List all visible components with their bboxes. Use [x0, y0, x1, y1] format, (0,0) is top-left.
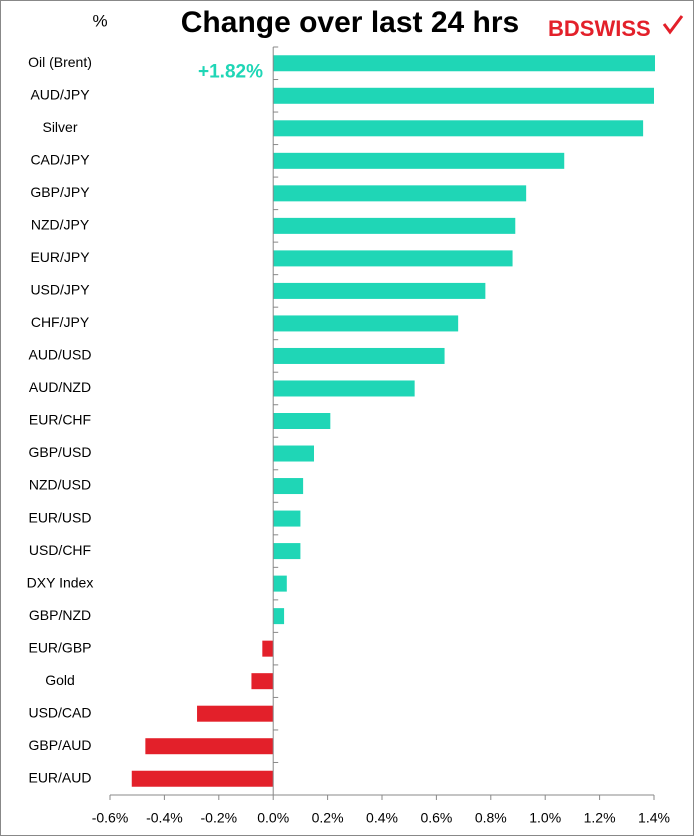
bar — [273, 315, 459, 332]
y-tick-label: GBP/USD — [28, 444, 91, 460]
bar — [273, 347, 445, 364]
bar — [273, 608, 285, 625]
bar — [273, 55, 655, 72]
bar — [273, 380, 415, 397]
x-tick-label: 1.0% — [529, 810, 561, 826]
x-tick-label: 0.0% — [257, 810, 289, 826]
bar — [273, 250, 513, 267]
y-tick-label: USD/CHF — [29, 542, 91, 558]
logo: BDSWISS — [548, 16, 651, 41]
x-tick-label: 0.4% — [366, 810, 398, 826]
y-tick-label: Oil (Brent) — [28, 54, 92, 70]
unit-label: % — [92, 11, 107, 30]
y-tick-label: EUR/GBP — [28, 639, 91, 655]
y-tick-label: CAD/JPY — [30, 152, 90, 168]
bar — [273, 217, 516, 234]
bar — [251, 673, 274, 690]
y-tick-label: EUR/USD — [28, 509, 91, 525]
bar — [273, 120, 644, 137]
y-tick-label: AUD/NZD — [29, 379, 91, 395]
x-tick-label: 1.2% — [584, 810, 616, 826]
x-tick-label: 1.4% — [638, 810, 670, 826]
bar — [273, 413, 331, 429]
bar — [131, 770, 274, 787]
y-tick-label: EUR/CHF — [29, 412, 91, 428]
y-tick-label: EUR/AUD — [28, 769, 91, 785]
y-tick-label: USD/CAD — [28, 704, 91, 720]
y-tick-label: NZD/JPY — [31, 217, 90, 233]
bar — [273, 543, 301, 560]
bar — [273, 282, 486, 299]
logo-check — [662, 15, 684, 35]
y-tick-label: USD/JPY — [30, 282, 90, 298]
y-tick-label: EUR/JPY — [30, 249, 90, 265]
x-tick-label: -0.4% — [146, 810, 183, 826]
y-tick-label: CHF/JPY — [31, 314, 90, 330]
x-tick-label: -0.2% — [201, 810, 238, 826]
bar — [262, 640, 274, 657]
x-tick-label: -0.6% — [92, 810, 129, 826]
bar — [273, 185, 527, 202]
bar — [273, 510, 301, 527]
x-tick-label: 0.6% — [420, 810, 452, 826]
y-tick-label: AUD/USD — [28, 347, 91, 363]
x-tick-label: 0.2% — [312, 810, 344, 826]
chart-title: Change over last 24 hrs — [181, 6, 519, 39]
y-tick-label: Silver — [42, 119, 77, 135]
bar — [197, 705, 274, 722]
y-tick-label: NZD/USD — [29, 477, 91, 493]
y-tick-label: AUD/JPY — [30, 86, 90, 102]
bar — [145, 738, 274, 755]
y-tick-label: Gold — [45, 672, 75, 688]
bar — [273, 87, 654, 104]
bar — [273, 575, 287, 592]
bar — [273, 478, 304, 495]
value-label: +1.82% — [198, 61, 263, 82]
y-tick-label: GBP/NZD — [29, 607, 91, 623]
plot-area — [131, 55, 655, 787]
bar — [273, 445, 314, 462]
x-tick-label: 0.8% — [475, 810, 507, 826]
y-tick-label: GBP/JPY — [30, 184, 90, 200]
bar — [273, 152, 565, 169]
y-tick-label: GBP/AUD — [28, 737, 91, 753]
y-tick-label: DXY Index — [27, 574, 94, 590]
